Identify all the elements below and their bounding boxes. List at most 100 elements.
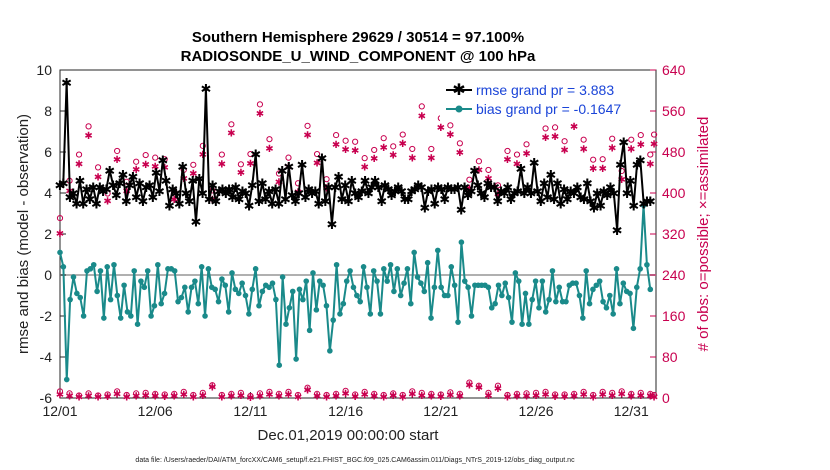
series-point: ✱: [254, 195, 265, 210]
obs-assimilated-point: ✱: [646, 391, 654, 402]
series-point: ✱: [217, 183, 228, 198]
series-point: [151, 302, 158, 309]
obs-possible-point: [494, 182, 502, 189]
obs-assimilated-point: ✱: [113, 155, 121, 166]
series-point: ✱: [555, 197, 566, 212]
series-point: ✱: [436, 183, 447, 198]
series-point: [600, 298, 606, 305]
chart-subtitle: RADIOSONDE_U_WIND_COMPONENT @ 100 hPa: [181, 48, 536, 65]
series-point: ✱: [409, 183, 420, 198]
obs-assimilated-point: ✱: [94, 173, 102, 184]
obs-possible-point: [361, 388, 368, 395]
series-point: [617, 300, 623, 307]
series-point: [502, 280, 509, 287]
y-tick-label-left: 4: [44, 185, 52, 201]
series-point: ✱: [78, 197, 89, 212]
obs-possible-point: [352, 391, 359, 398]
series-point: ✱: [582, 177, 593, 192]
series-point: [60, 264, 67, 270]
obs-possible-point: [532, 389, 540, 396]
series-point: ✱: [416, 181, 427, 196]
obs-assimilated-point: ✱: [532, 391, 540, 402]
obs-possible-point: [161, 156, 168, 163]
obs-assimilated-point: ✱: [246, 393, 254, 404]
obs-assimilated-point: ✱: [313, 391, 321, 402]
series-point: ✱: [297, 158, 308, 173]
series-point: [536, 305, 542, 311]
series-point: [607, 292, 613, 299]
series-point: [124, 309, 131, 315]
series-point: ✱: [260, 193, 271, 208]
obs-assimilated-point: ✱: [456, 391, 464, 402]
obs-possible-point: [485, 166, 492, 174]
obs-assimilated-point: ✱: [437, 123, 445, 134]
series-point: [532, 278, 539, 284]
y-tick-label-right: 80: [662, 349, 678, 365]
obs-assimilated-point: ✱: [494, 190, 502, 201]
series-point: ✱: [456, 203, 467, 218]
obs-assimilated-point: ✱: [589, 392, 597, 403]
series-point: [310, 270, 316, 276]
obs-assimilated-point: ✱: [541, 390, 549, 401]
series-point: ✱: [74, 175, 85, 190]
series-point: [107, 296, 114, 303]
obs-assimilated-point: ✱: [446, 390, 454, 401]
series-point: ✱: [452, 181, 463, 196]
series-line: [59, 81, 651, 231]
series-point: ✱: [323, 181, 334, 196]
obs-possible-point: [637, 131, 644, 139]
obs-possible-point: [152, 390, 159, 397]
obs-assimilated-point: ✱: [237, 391, 245, 402]
series-point: ✱: [559, 183, 570, 198]
obs-possible-point: [609, 135, 616, 142]
series-point: ✱: [492, 195, 503, 210]
legend: ✱ rmse grand pr = 3.883 bias grand pr = …: [440, 78, 640, 122]
series-point: [239, 280, 245, 287]
y-tick-label-left: 0: [44, 267, 52, 283]
series-point: ✱: [625, 175, 636, 190]
series-point: [215, 298, 222, 305]
series-point: ✱: [121, 195, 132, 210]
series-point: ✱: [615, 158, 626, 173]
series-point: [590, 286, 596, 293]
obs-assimilated-point: ✱: [132, 165, 140, 176]
series-point: [128, 313, 134, 319]
series-point: ✱: [307, 187, 318, 202]
series-point: ✱: [317, 152, 328, 167]
obs-possible-point: [333, 390, 340, 397]
series-point: ✱: [194, 173, 205, 188]
series-point: ✱: [562, 193, 573, 208]
series-point: ✱: [144, 179, 155, 194]
series-point: [620, 280, 627, 287]
obs-assimilated-point: ✱: [475, 383, 483, 394]
series-point: ✱: [389, 185, 400, 200]
series-point: [148, 313, 154, 319]
obs-possible-point: [180, 388, 187, 395]
obs-assimilated-point: ✱: [84, 131, 92, 142]
obs-possible-point: [275, 390, 283, 397]
series-point: ✱: [237, 185, 248, 200]
obs-possible-point: [418, 389, 425, 396]
obs-assimilated-point: ✱: [84, 391, 92, 402]
obs-assimilated-point: ✱: [522, 391, 530, 402]
series-point: [640, 202, 647, 209]
series-point: ✱: [618, 136, 629, 151]
series-point: [104, 264, 111, 270]
series-point: [647, 286, 654, 293]
obs-assimilated-point: ✱: [322, 392, 330, 403]
series-point: [465, 284, 471, 291]
series-point: ✱: [207, 179, 218, 194]
series-point: [522, 290, 529, 297]
series-point: [546, 296, 552, 303]
obs-assimilated-point: ✱: [56, 390, 64, 401]
series-point: [364, 284, 370, 291]
obs-assimilated-point: ✱: [151, 391, 159, 402]
series-point: [178, 294, 185, 301]
series-point: [121, 282, 127, 289]
x-tick-label: 12/21: [423, 403, 458, 419]
obs-assimilated-point: ✱: [351, 392, 359, 403]
series-point: ✱: [71, 197, 82, 212]
series-point: ✱: [124, 179, 135, 194]
series-point: [627, 290, 633, 297]
series-point: [198, 264, 205, 270]
